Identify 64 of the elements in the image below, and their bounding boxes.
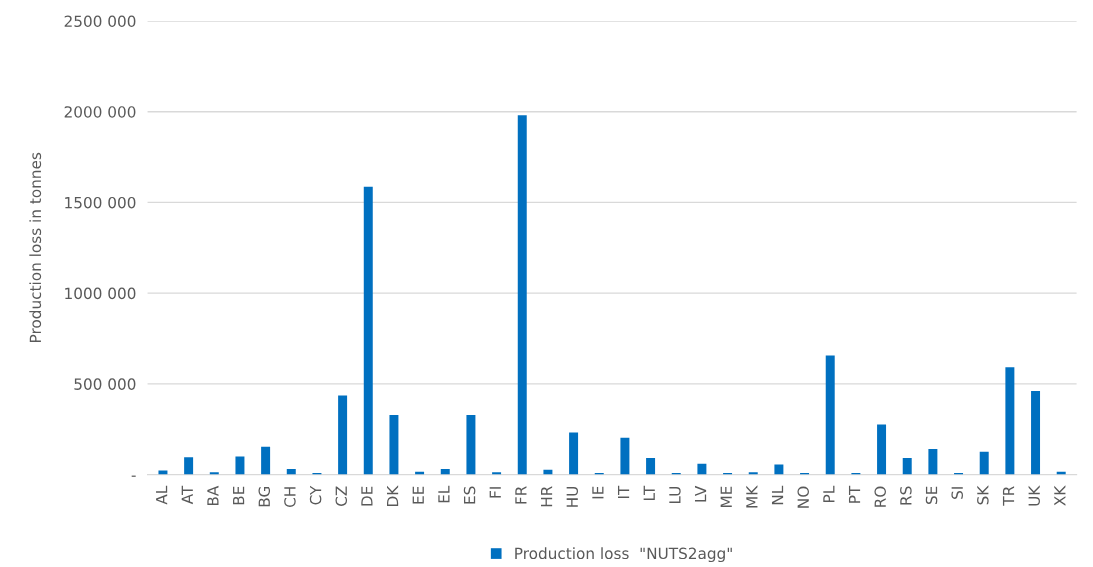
x-tick-label: CH [284, 487, 296, 507]
y-axis-title: Production loss in tonnes [29, 152, 42, 342]
x-tick-label: SE [925, 486, 938, 505]
bar [877, 424, 887, 475]
x-tick-label: CY [309, 485, 322, 505]
x-tick-label: EE [412, 486, 424, 504]
bar [928, 449, 938, 475]
x-tick-label: ES [463, 486, 476, 504]
bar [825, 355, 835, 475]
x-tick-label: BE [233, 486, 245, 505]
x-tick-label: BG [258, 486, 271, 507]
x-tick-label: DE [361, 486, 373, 506]
x-tick-label: CZ [335, 486, 348, 506]
bar [646, 458, 656, 475]
bar [774, 464, 784, 475]
x-tick-label: IT [617, 485, 630, 499]
x-tick-label: XK [1054, 485, 1066, 506]
x-tick-label: MK [746, 485, 758, 508]
x-tick-label: IE [592, 486, 604, 499]
x-tick-label: AL [156, 485, 168, 505]
y-tick-label: 2000 000 [64, 106, 136, 118]
x-tick-label: AT [181, 485, 193, 505]
bar [184, 457, 194, 475]
bar [1005, 367, 1015, 475]
x-tick-label: SI [951, 487, 963, 499]
bar [466, 414, 476, 475]
x-tick-label: SK [977, 485, 989, 505]
y-tick-label: 2500 000 [64, 15, 136, 27]
bar [569, 432, 579, 475]
x-tick-label: RO [874, 486, 886, 507]
bar [363, 186, 373, 475]
x-tick-label: NL [771, 485, 784, 505]
bar [697, 463, 707, 475]
bar [235, 456, 245, 475]
bar [338, 395, 348, 475]
bar [1031, 391, 1041, 475]
x-tick-label: HR [541, 486, 553, 507]
x-tick-label: FI [489, 487, 501, 498]
x-tick-label: UK [1028, 485, 1040, 506]
x-tick-label: BA [207, 485, 219, 506]
x-tick-label: PL [823, 485, 835, 502]
y-tick-label: 1000 000 [65, 287, 136, 300]
x-tick-label: RS [900, 486, 912, 505]
x-tick-label: EL [438, 485, 450, 503]
y-tick-label: - [131, 475, 136, 477]
x-tick-label: DK [387, 485, 399, 506]
bar [389, 414, 399, 475]
bar [902, 458, 912, 475]
bar [620, 437, 630, 475]
x-tick-label: NO [797, 486, 809, 508]
x-tick-label: LT [643, 485, 655, 500]
x-tick-label: FR [515, 486, 527, 504]
bar [517, 115, 527, 475]
y-tick-label: 500 000 [74, 378, 136, 390]
bar [261, 446, 271, 475]
y-tick-label: 1500 000 [65, 196, 136, 209]
legend-label: Production loss "NUTS2agg" [515, 547, 732, 563]
x-tick-label: LV [694, 485, 707, 502]
x-tick-label: LU [669, 487, 681, 504]
x-tick-label: TR [1002, 486, 1015, 506]
x-tick-label: ME [720, 486, 732, 508]
x-tick-label: PT [848, 485, 861, 503]
x-tick-label: HU [566, 487, 579, 507]
bar [979, 451, 989, 475]
